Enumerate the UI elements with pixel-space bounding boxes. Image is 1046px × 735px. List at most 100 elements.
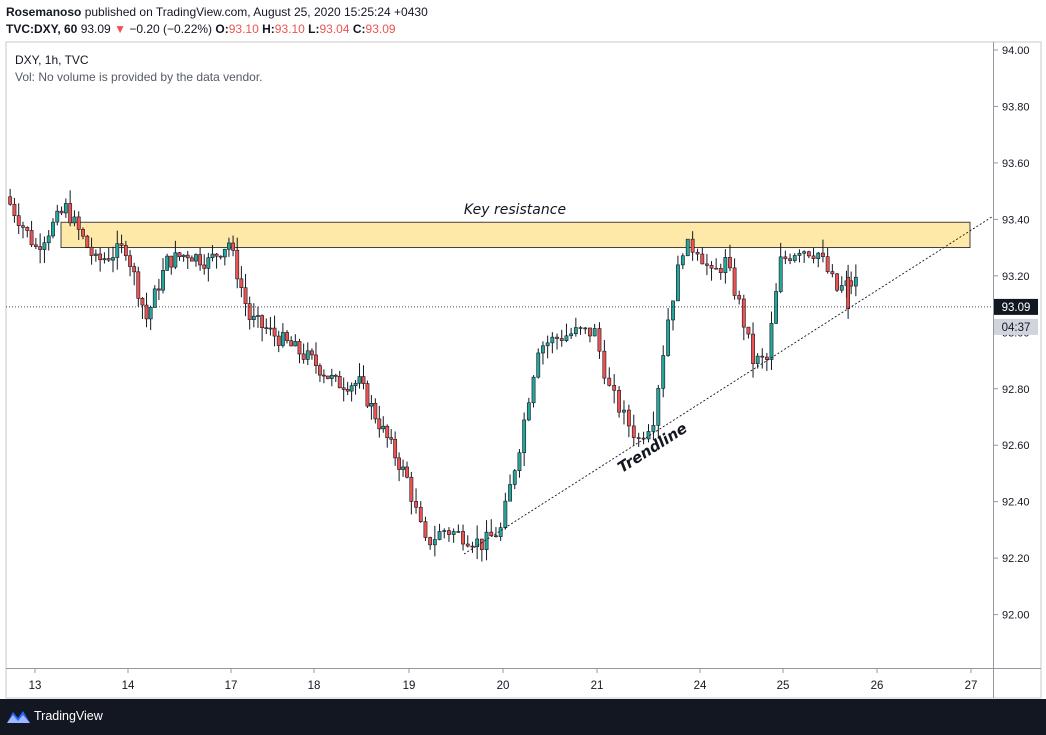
- candle-body: [583, 327, 588, 330]
- price-axis[interactable]: 94.0093.8093.6093.4093.2093.0092.8092.60…: [993, 45, 1030, 622]
- candle-body: [792, 255, 797, 261]
- candle-body: [51, 221, 55, 237]
- candle-body: [81, 229, 85, 237]
- time-tick-label: 27: [965, 680, 978, 692]
- candle-body: [508, 484, 512, 502]
- candle-body: [741, 298, 746, 328]
- candle-body: [106, 258, 111, 261]
- candle-body: [264, 327, 269, 329]
- candle-body: [128, 255, 132, 267]
- candle-body: [305, 350, 310, 360]
- time-tick-label: 13: [29, 680, 42, 692]
- candle-body: [59, 210, 64, 214]
- chart-header: Rosemanoso published on TradingView.com,…: [0, 0, 1046, 42]
- candle-body: [98, 253, 103, 261]
- candle-body: [461, 531, 465, 545]
- candle-body: [369, 403, 374, 407]
- candle-body: [811, 255, 816, 260]
- time-tick-label: 25: [777, 680, 790, 692]
- candle-body: [227, 242, 231, 250]
- candle-body: [115, 243, 120, 258]
- candle-body: [243, 287, 248, 304]
- candle-body: [564, 335, 569, 341]
- candle-body: [222, 248, 227, 258]
- price-tick-label: 92.00: [1002, 610, 1030, 622]
- candle-body: [198, 254, 203, 266]
- price-tick-label: 93.40: [1002, 214, 1030, 226]
- candle-body: [651, 425, 656, 432]
- candle-body: [764, 356, 769, 360]
- candle-body: [755, 355, 760, 364]
- candle-body: [465, 543, 470, 547]
- time-tick-label: 24: [694, 680, 707, 692]
- candle-body: [89, 246, 94, 256]
- candle-body: [522, 419, 527, 454]
- candle-body: [475, 538, 480, 548]
- tradingview-logo-icon[interactable]: [7, 708, 31, 724]
- candle-body: [329, 374, 334, 379]
- candle-body: [144, 304, 149, 320]
- publish-line: Rosemanoso published on TradingView.com,…: [6, 5, 428, 19]
- candle-body: [569, 333, 574, 337]
- price-tick-label: 92.60: [1002, 440, 1030, 452]
- candle-body: [705, 263, 709, 266]
- price-chart[interactable]: Key resistance Trendline DXY, 1h, TVC Vo…: [0, 0, 1046, 699]
- countdown-tag: 04:37: [994, 318, 1038, 335]
- candle-body: [636, 437, 641, 439]
- candle-body: [588, 327, 592, 337]
- candle-body: [385, 425, 390, 438]
- price-tick-label: 93.80: [1002, 101, 1030, 113]
- price-change: −0.20 (−0.22%): [129, 22, 213, 36]
- candle-body: [512, 470, 517, 485]
- time-tick-label: 14: [122, 680, 135, 692]
- candle-body: [503, 500, 508, 528]
- trendline[interactable]: [463, 215, 994, 555]
- candle-body: [310, 350, 314, 356]
- candle-body: [622, 409, 626, 413]
- candles-group: [8, 188, 858, 562]
- candle-body: [55, 210, 60, 223]
- candle-body: [102, 258, 107, 261]
- candle-body: [293, 341, 298, 347]
- candle-body: [365, 383, 370, 407]
- countdown-tag-value: 04:37: [1002, 322, 1031, 334]
- candle-body: [349, 385, 354, 392]
- candle-body: [437, 531, 442, 540]
- candle-body: [592, 328, 597, 337]
- high-value: 93.10: [274, 22, 305, 36]
- candle-body: [484, 531, 489, 550]
- candle-body: [545, 342, 550, 347]
- candle-body: [235, 250, 240, 280]
- footer-brand[interactable]: TradingView: [34, 709, 103, 723]
- candle-body: [656, 388, 661, 426]
- candle-body: [432, 539, 437, 546]
- candle-body: [239, 278, 244, 289]
- time-tick-label: 19: [403, 680, 416, 692]
- time-axis[interactable]: 13 14 17 18 19 20 21 24 25 26 27: [29, 668, 978, 692]
- price-tick-label: 92.80: [1002, 384, 1030, 396]
- candle-body: [470, 545, 475, 548]
- candle-body: [272, 327, 277, 337]
- candle-body: [251, 315, 256, 320]
- candle-body: [46, 235, 51, 244]
- price-tick-label: 92.20: [1002, 553, 1030, 565]
- high-label: H:: [262, 22, 275, 36]
- candle-body: [136, 271, 141, 299]
- candle-body: [494, 535, 498, 538]
- candle-body: [778, 256, 783, 292]
- candle-body: [607, 377, 612, 386]
- author-name[interactable]: Rosemanoso: [6, 5, 82, 19]
- candle-body: [816, 252, 821, 260]
- candle-body: [728, 257, 732, 269]
- legend-title[interactable]: DXY, 1h, TVC: [15, 53, 89, 67]
- resistance-zone[interactable]: [60, 221, 971, 249]
- ohlc-line: TVC:DXY, 60 93.09 ▼ −0.20 (−0.22%) O:93.…: [6, 22, 396, 36]
- candle-body: [517, 452, 522, 472]
- candle-body: [321, 374, 326, 377]
- candle-body: [276, 335, 281, 346]
- candle-body: [631, 425, 636, 438]
- candle-body: [661, 355, 666, 389]
- candle-body: [353, 382, 358, 387]
- candle-body: [751, 333, 755, 364]
- price-tick-label: 92.40: [1002, 497, 1030, 509]
